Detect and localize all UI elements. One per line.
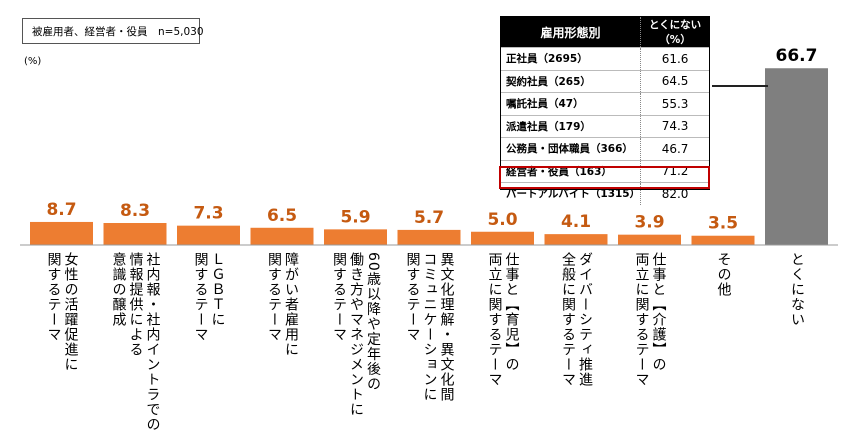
- inset-row: 正社員（2695） 61.6: [501, 47, 709, 70]
- inset-row-label: 派遣社員（179）: [501, 114, 641, 138]
- bar-value-label: 6.5: [267, 206, 297, 226]
- bar-value-label: 5.9: [340, 207, 370, 227]
- x-tick-label: ダイバーシティ推進 全般に関するテーマ: [560, 252, 593, 387]
- bar-value-label: 7.3: [193, 204, 223, 224]
- x-tick-label: 社内報・社内イントラでの 情報提供による 意識の醸成: [110, 252, 161, 432]
- inset-header-value: とくにない（%）: [640, 17, 709, 48]
- bar-chart: 8.7 8.3 7.3 6.5 5.9 5.7 5.0 4.1 3.9 3.5 66.7: [20, 46, 838, 246]
- inset-row: 公務員・団体職員（366） 46.7: [501, 137, 709, 160]
- inset-row-value: 64.5: [640, 69, 709, 93]
- x-tick-label: ＬＧＢＴに 関するテーマ: [192, 252, 226, 342]
- inset-row-label: 正社員（2695）: [501, 47, 641, 70]
- inset-row-value: 46.7: [640, 137, 709, 160]
- bar: [618, 234, 681, 245]
- sample-description: 被雇用者、経営者・役員 n=5,030: [32, 25, 204, 38]
- inset-header-row: 雇用形態別 とくにない（%）: [501, 17, 709, 48]
- inset-row: 嘱託社員（47） 55.3: [501, 92, 709, 115]
- bar: [544, 234, 608, 245]
- inset-row-label: 経営者・役員（163）: [501, 159, 641, 183]
- x-tick-label: 異文化理解・異文化間 コミュニケーションに 関するテーマ: [404, 252, 455, 402]
- sample-description-box: 被雇用者、経営者・役員 n=5,030: [22, 18, 204, 44]
- bar-value-label: 4.1: [561, 212, 591, 232]
- bar: [324, 229, 387, 245]
- x-tick-label: その他: [715, 252, 732, 297]
- employment-type-table: 雇用形態別 とくにない（%） 正社員（2695） 61.6 契約社員（265） …: [501, 17, 709, 205]
- bar: [691, 235, 755, 245]
- x-tick-label: 障がい者雇用に 関するテーマ: [266, 252, 299, 357]
- inset-row-label: 嘱託社員（47）: [501, 92, 641, 115]
- inset-row: 契約社員（265） 64.5: [501, 69, 709, 93]
- inset-row-value: 74.3: [640, 114, 709, 138]
- unit-label: (%): [24, 56, 42, 67]
- bar: [103, 223, 167, 245]
- x-tick-label: 仕事と【介護】の 両立に関するテーマ: [633, 252, 667, 387]
- bar: [397, 229, 461, 245]
- bar: [30, 221, 93, 245]
- inset-row-value: 55.3: [640, 92, 709, 115]
- inset-row-value: 61.6: [640, 47, 709, 70]
- bar-value-label: 3.5: [708, 214, 738, 234]
- bar-value-label: 66.7: [776, 46, 818, 66]
- inset-row-highlighted: パートアルバイト（1315） 82.0: [501, 182, 709, 205]
- inset-table: 雇用形態別 とくにない（%） 正社員（2695） 61.6 契約社員（265） …: [500, 16, 710, 205]
- bar-value-label: 5.7: [414, 208, 444, 228]
- bar: [765, 68, 828, 246]
- highlight-frame: [499, 166, 710, 189]
- inset-row: 派遣社員（179） 74.3: [501, 114, 709, 138]
- bar: [471, 231, 534, 245]
- inset-row-label: 契約社員（265）: [501, 69, 641, 93]
- x-tick-label: 仕事と【育児】の 両立に関するテーマ: [486, 252, 520, 387]
- bar-value-label: 3.9: [634, 213, 664, 233]
- inset-header-category: 雇用形態別: [501, 17, 641, 48]
- x-tick-label: 60歳以降や定年後の 働き方やマネジメントに 関するテーマ: [331, 252, 381, 417]
- bar: [177, 225, 240, 245]
- bar: [250, 227, 314, 245]
- bar-value-label: 5.0: [487, 210, 517, 230]
- bar-value-label: 8.7: [46, 200, 76, 220]
- bar-value-label: 8.3: [120, 201, 150, 221]
- x-tick-label: 女性の活躍促進に 関するテーマ: [45, 252, 79, 372]
- x-tick-label: とくにない: [789, 252, 805, 327]
- inset-row-label: 公務員・団体職員（366）: [501, 137, 641, 160]
